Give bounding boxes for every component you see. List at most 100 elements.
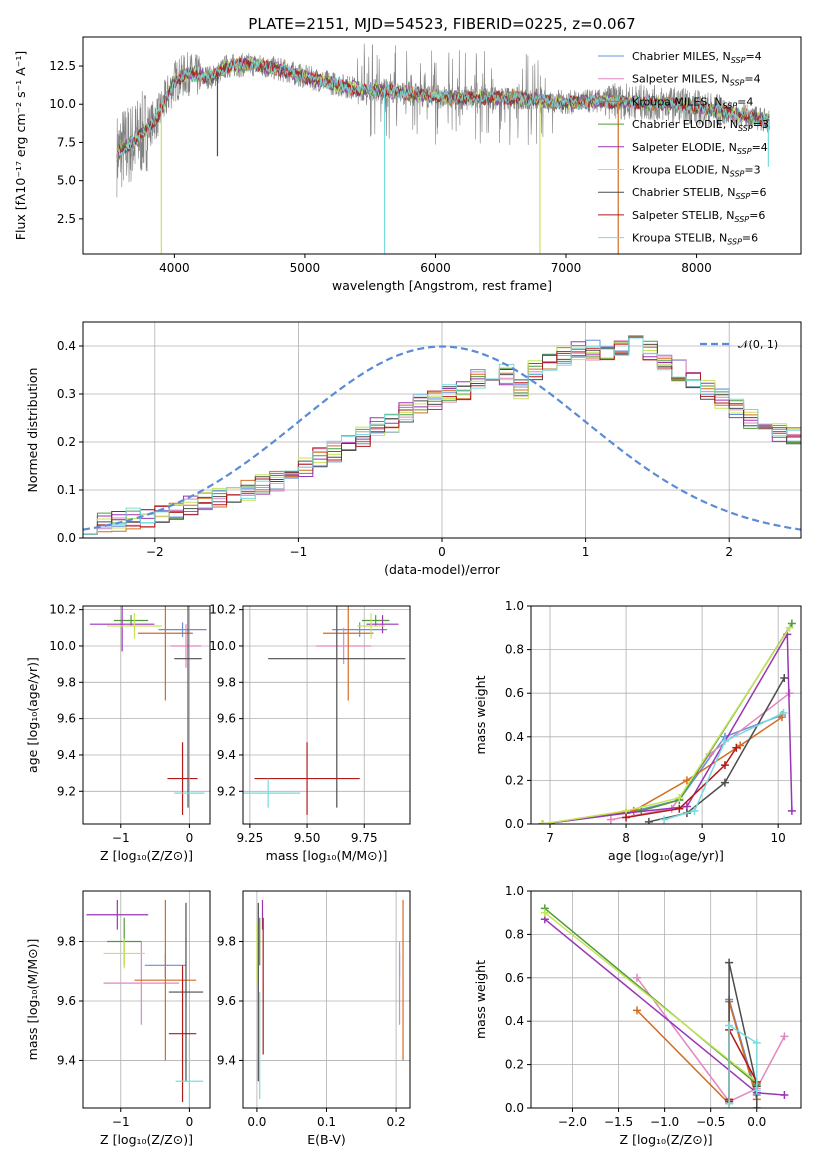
marker-kroupa_stelib <box>720 737 729 746</box>
y-axis-label: mass [log₁₀(M/M⊙)] <box>25 939 40 1061</box>
legend-label: Salpeter STELIB, N <box>632 209 734 222</box>
y-tick-label: 9.6 <box>57 712 76 726</box>
y-axis-label: mass weight <box>473 960 488 1039</box>
series-line-chabrier_elodie <box>542 622 793 824</box>
gaussian-reference-curve <box>83 345 801 531</box>
y-tick-label: 1.0 <box>505 599 524 613</box>
mass-weight-vs-metallicity-panel: −2.0 −1.5 −1.0 −0.5 0.0 0.0 0.2 0.4 0.6 0.8 1.0 Z [… <box>473 884 802 1147</box>
x-axis: −1 0 <box>112 824 193 845</box>
legend-subscript: SSP <box>727 238 742 247</box>
y-tick-label: 9.8 <box>217 675 236 689</box>
marker-kroupa_stelib <box>660 815 669 824</box>
y-axis-label: Flux [fλ10⁻¹⁷ erg cm⁻² s⁻¹ A⁻¹] <box>13 51 28 240</box>
y-axis-label: age [log₁₀(age/yr)] <box>25 657 40 773</box>
y-tick-label: 0.8 <box>505 643 524 657</box>
y-tick-label: 0.6 <box>505 971 524 985</box>
legend-entry: Kroupa STELIB, NSSP=6 <box>632 232 758 247</box>
y-tick-label: 9.6 <box>217 994 236 1008</box>
mass-vs-ebv-panel: 0.0 0.1 0.2 9.4 9.6 9.8 E(B-V) <box>217 890 411 1147</box>
x-tick-label: 9.25 <box>237 831 264 845</box>
legend-label: 𝒩(0, 1) <box>738 338 778 351</box>
y-axis-label: mass weight <box>473 675 488 754</box>
series-line-salpeter_miles <box>610 692 791 821</box>
errorbar-kroupa_stelib <box>243 778 301 808</box>
plot-area <box>540 904 789 1108</box>
x-tick-label: 1 <box>582 545 590 559</box>
errorbar-salpeter_stelib <box>254 742 360 815</box>
histogram-chabrier_elodie <box>83 336 801 538</box>
plot-area <box>538 619 796 824</box>
x-axis: 4000 5000 6000 7000 8000 <box>159 254 712 275</box>
errorbar-salpeter_miles <box>170 624 202 668</box>
y-axis: 0.0 0.2 0.4 0.6 0.8 1.0 <box>505 884 531 1115</box>
y-tick-label: 9.6 <box>57 994 76 1008</box>
series-line-chabrier_elodie <box>544 907 758 1085</box>
legend-label: Salpeter ELODIE, N <box>632 141 737 154</box>
x-tick-label: −0.5 <box>696 1115 725 1129</box>
series-line-chabrier_stelib <box>648 677 785 823</box>
y-axis: 0.0 0.1 0.2 0.3 0.4 <box>57 339 83 545</box>
x-axis-label: (data-model)/error <box>384 562 501 577</box>
axes-frame <box>82 605 211 825</box>
plot-area <box>256 899 404 1100</box>
series-line-salpeter_miles <box>636 977 786 1103</box>
y-tick-label: 0.3 <box>57 387 76 401</box>
age-vs-mass-panel: 9.25 9.50 9.75 9.2 9.4 9.6 9.8 10.0 10.2 mass [lo… <box>209 603 411 863</box>
legend-label: Kroupa ELODIE, N <box>632 164 730 177</box>
x-axis: −1 0 <box>112 1108 193 1129</box>
histogram-kroupa_stelib <box>83 337 801 538</box>
marker-salpeter_miles <box>780 1032 789 1041</box>
x-axis: −2 −1 0 1 2 <box>146 538 733 559</box>
y-tick-label: 10.0 <box>49 639 76 653</box>
legend-tail: =6 <box>742 232 758 245</box>
y-tick-label: 9.4 <box>57 1053 76 1067</box>
legend-label: Salpeter MILES, N <box>632 73 730 86</box>
errorbar-salpeter_elodie <box>86 899 149 930</box>
legend-label: Kroupa STELIB, N <box>632 232 727 245</box>
legend-subscript: SSP <box>737 147 752 156</box>
x-axis-label: wavelength [Angstrom, rest frame] <box>332 278 552 293</box>
chart-title: PLATE=2151, MJD=54523, FIBERID=0225, z=0… <box>248 15 635 33</box>
x-tick-label: −1.5 <box>604 1115 633 1129</box>
x-tick-label: 0 <box>186 831 194 845</box>
marker-chabrier_stelib <box>644 817 653 824</box>
x-tick-label: 5000 <box>290 261 321 275</box>
legend-tail: =6 <box>749 209 765 222</box>
y-tick-label: 10.0 <box>209 639 236 653</box>
errorbar-kroupa_miles <box>134 899 197 1061</box>
legend-label: Kroupa MILES, N <box>632 95 722 108</box>
y-tick-label: 9.6 <box>217 712 236 726</box>
y-tick-label: 0.2 <box>505 1058 524 1072</box>
plot-area <box>86 899 204 1108</box>
y-tick-label: 9.4 <box>57 748 76 762</box>
model-spectra <box>116 55 770 163</box>
histogram-salpeter_elodie <box>83 336 801 538</box>
grid-lines <box>83 606 210 824</box>
legend-subscript: SSP <box>731 56 746 65</box>
legend-subscript: SSP <box>736 192 751 201</box>
y-axis: 9.2 9.4 9.6 9.8 10.0 10.2 <box>209 603 243 798</box>
series-line-kroupa_stelib <box>728 1024 758 1104</box>
marker-kroupa_stelib <box>725 1021 734 1030</box>
mass-weight-vs-age-panel: 7 8 9 10 0.0 0.2 0.4 0.6 0.8 1.0 age [log₁₀(age/yr… <box>473 599 802 863</box>
marker-kroupa_elodie <box>538 820 547 824</box>
y-tick-label: 10.2 <box>49 603 76 617</box>
marker-salpeter_stelib <box>732 743 741 752</box>
y-tick-label: 9.2 <box>57 784 76 798</box>
marker-salpeter_stelib <box>720 761 729 770</box>
x-tick-label: −1 <box>290 545 308 559</box>
y-tick-label: 0.0 <box>57 531 76 545</box>
x-tick-label: 0 <box>186 1115 194 1129</box>
marker-chabrier_elodie <box>787 619 796 628</box>
errorbar-salpeter_stelib <box>168 965 197 1103</box>
errorbar-kroupa_stelib <box>174 778 205 808</box>
x-tick-label: 0.2 <box>387 1115 406 1129</box>
y-tick-label: 9.4 <box>217 1053 236 1067</box>
y-axis: 0.0 0.2 0.4 0.6 0.8 1.0 <box>505 599 531 831</box>
grid-lines <box>243 606 410 824</box>
y-tick-label: 0.8 <box>505 927 524 941</box>
x-axis-label: Z [log₁₀(Z/Z⊙)] <box>100 1132 193 1147</box>
marker-kroupa_miles <box>777 713 786 722</box>
marker-salpeter_miles <box>606 815 615 824</box>
histogram-kroupa_miles <box>83 335 801 538</box>
